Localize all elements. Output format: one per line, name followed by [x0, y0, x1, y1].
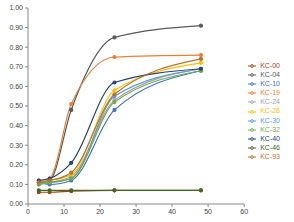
svg-text:0.60: 0.60 — [9, 83, 23, 90]
svg-text:0.40: 0.40 — [9, 122, 23, 129]
svg-text:0.20: 0.20 — [9, 161, 23, 168]
html-text:KC-30: KC-30 — [260, 116, 280, 124]
html-text:KC-40: KC-40 — [260, 134, 280, 142]
svg-text:0.80: 0.80 — [9, 44, 23, 51]
html-text:KC-00: KC-00 — [260, 61, 280, 69]
html-text:KC-26: KC-26 — [260, 107, 280, 115]
svg-text:20: 20 — [96, 208, 104, 215]
svg-text:0.50: 0.50 — [9, 102, 23, 109]
svg-text:30: 30 — [132, 208, 140, 215]
svg-text:0.70: 0.70 — [9, 63, 23, 70]
svg-text:0.30: 0.30 — [9, 142, 23, 149]
html-text:KC-46: KC-46 — [260, 144, 280, 151]
html-text:KC-32: KC-32 — [260, 125, 280, 133]
svg-text:0.00: 0.00 — [9, 200, 23, 207]
svg-text:0.10: 0.10 — [9, 181, 23, 188]
html-text:KC-19: KC-19 — [260, 89, 280, 97]
html-text:KC-93: KC-93 — [260, 153, 280, 161]
svg-text:1.00: 1.00 — [9, 4, 23, 11]
html-text:KC-04: KC-04 — [260, 70, 280, 78]
svg-text:0: 0 — [26, 208, 30, 215]
html-text:KC-24: KC-24 — [260, 98, 280, 106]
svg-text:50: 50 — [204, 208, 212, 215]
svg-text:10: 10 — [60, 208, 68, 215]
svg-text:60: 60 — [240, 208, 248, 215]
svg-text:0.90: 0.90 — [9, 24, 23, 31]
svg-text:40: 40 — [168, 208, 176, 215]
html-text:KC-10: KC-10 — [260, 80, 280, 87]
